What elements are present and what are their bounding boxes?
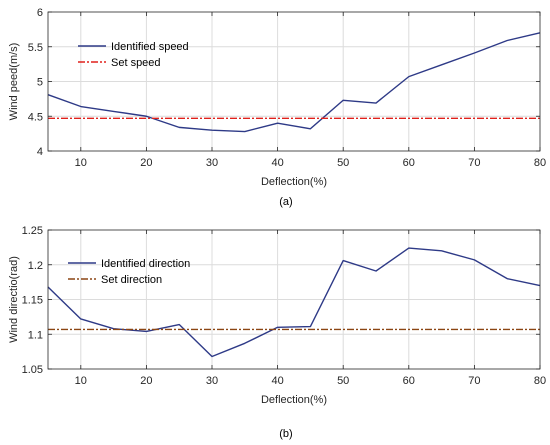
legend-label-1: Identified speed <box>111 41 189 53</box>
chart-panel-2: 10 20 30 40 50 60 70 80 1.05 1.1 1.15 1.2 1.25 Deflec… <box>8 225 546 440</box>
legend: Identified speed Set speed <box>78 41 189 69</box>
y-tick-label: 1.05 <box>22 364 43 376</box>
x-tick-label: 60 <box>403 157 415 169</box>
x-axis-label: Deflection(%) <box>261 176 327 188</box>
x-tick-label: 40 <box>271 375 283 387</box>
y-tick-label: 1.15 <box>22 295 43 307</box>
x-tick-label: 70 <box>468 157 480 169</box>
legend: Identified direction Set direction <box>68 258 190 286</box>
y-axis-label: Wind peed(m/s) <box>8 43 20 121</box>
x-tick-label: 10 <box>75 157 87 169</box>
y-tick-label: 4.5 <box>28 111 43 123</box>
y-tick-label: 1.1 <box>28 329 43 341</box>
x-tick-label: 30 <box>206 157 218 169</box>
y-tick-label: 5 <box>37 77 43 89</box>
y-axis-label: Wind directio(rad) <box>8 256 20 343</box>
figure-caption: (a) <box>279 196 292 208</box>
x-tick-label: 20 <box>140 157 152 169</box>
y-tick-label: 5.5 <box>28 42 43 54</box>
y-tick-label: 4 <box>37 146 43 158</box>
x-tick-label: 70 <box>468 375 480 387</box>
chart-panel-1: 10 20 30 40 50 60 70 80 4 4.5 5 5.5 6 Deflection(%) Wi… <box>8 7 546 208</box>
y-tick-label: 1.25 <box>22 225 43 237</box>
legend-label-2: Set speed <box>111 57 161 69</box>
legend-label-2: Set direction <box>101 274 162 286</box>
x-tick-label: 80 <box>534 157 546 169</box>
x-axis-label: Deflection(%) <box>261 394 327 406</box>
x-tick-label: 40 <box>271 157 283 169</box>
x-tick-label: 30 <box>206 375 218 387</box>
figure-caption: (b) <box>279 428 292 440</box>
x-tick-label: 20 <box>140 375 152 387</box>
legend-label-1: Identified direction <box>101 258 190 270</box>
x-tick-label: 10 <box>75 375 87 387</box>
series-line-1 <box>47 32 541 133</box>
x-tick-label: 80 <box>534 375 546 387</box>
x-tick-label: 60 <box>403 375 415 387</box>
x-tick-label: 50 <box>337 157 349 169</box>
y-tick-label: 6 <box>37 7 43 19</box>
y-tick-label: 1.2 <box>28 260 43 272</box>
x-tick-label: 50 <box>337 375 349 387</box>
